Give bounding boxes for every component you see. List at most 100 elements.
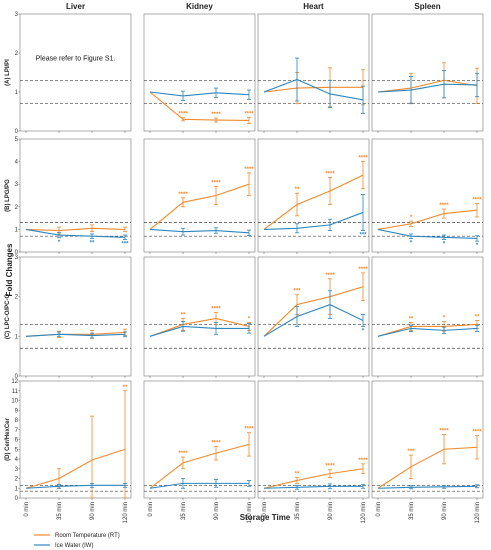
panel-frame — [19, 256, 132, 377]
rt-significance-label: **** — [178, 112, 188, 118]
iw-significance-label: *** — [359, 233, 367, 239]
x-tick-label: 0 min — [376, 502, 382, 517]
panel-r1-c1: **** **** **** — [143, 138, 256, 254]
iw-significance-label: * — [362, 328, 365, 334]
x-tick-label: 0 min — [24, 502, 30, 517]
row-label-1: (B) LPG/PG — [5, 179, 11, 212]
rt-significance-label: **** — [211, 180, 221, 186]
panel-r0-c2 — [257, 13, 370, 133]
panel-frame — [371, 380, 484, 499]
iw-series-line — [149, 482, 249, 489]
y-tick-label: 1 — [15, 90, 19, 96]
panel-note: Please refer to Figure S1. — [36, 56, 116, 63]
rt-significance-label: *** — [407, 449, 415, 455]
panel-r2-c3: ** * ** — [371, 256, 484, 378]
iw-series-line — [263, 78, 364, 101]
y-tick-label: 7 — [15, 428, 19, 434]
rt-significance-label: **** — [178, 451, 188, 457]
panel-frame — [257, 256, 370, 377]
y-tick-label: 1 — [15, 486, 19, 492]
x-tick-label: 90 min — [214, 502, 220, 520]
iw-series-line — [149, 228, 250, 234]
panel-frame — [257, 380, 370, 499]
y-tick-label: 5 — [15, 447, 19, 453]
x-axis-title: Storage Time — [240, 513, 291, 522]
rt-significance-label: **** — [439, 429, 449, 435]
panel-r1-c0: * ** *** — [19, 138, 132, 254]
x-tick-label: 35 min — [181, 502, 187, 520]
rt-significance-label: **** — [244, 167, 254, 173]
panel-frame — [143, 138, 256, 253]
x-tick-label: 0 min — [148, 502, 154, 517]
rt-series-line — [149, 317, 250, 337]
panel-r0-c3 — [371, 13, 484, 133]
rt-significance-label: ** — [123, 385, 128, 391]
iw-series-line — [377, 83, 478, 93]
panel-frame — [257, 13, 370, 132]
iw-series-line — [149, 91, 250, 97]
rt-significance-label: * — [248, 316, 251, 322]
panel-r3-c2: 0 min 35 min 90 min 120 min********** — [257, 380, 370, 523]
rt-series-line — [149, 443, 250, 489]
legend: Room Temperature (RT) Ice Water (IW) — [34, 533, 120, 549]
y-tick-label: 2 — [15, 295, 19, 301]
y-tick-label: 8 — [15, 418, 19, 424]
panel-grid: Liver Kidney Heart Spleen(A) LPI/PI0123Plea… — [5, 2, 484, 523]
rt-significance-label: **** — [358, 267, 368, 273]
panel-frame — [143, 380, 256, 499]
rt-series-line — [263, 468, 364, 489]
rt-series-line — [149, 91, 250, 122]
y-tick-label: 12 — [11, 379, 18, 385]
iw-significance-label: ** — [90, 240, 95, 246]
rt-series-line — [377, 79, 478, 93]
x-tick-label: 35 min — [295, 502, 301, 520]
y-tick-label: 1 — [15, 334, 19, 340]
x-tick-label: 90 min — [90, 502, 96, 520]
y-tick-label: 11 — [12, 389, 19, 395]
iw-series-line — [377, 228, 478, 239]
panel-r3-c3: 0 min 35 min 90 min 120 min******* **** — [371, 380, 484, 523]
rt-series-line — [377, 446, 478, 489]
iw-significance-label: * — [58, 240, 61, 246]
panel-frame — [371, 13, 484, 132]
y-tick-label: 1 — [15, 227, 19, 233]
y-tick-label: 2 — [15, 477, 19, 483]
rt-significance-label: **** — [325, 171, 335, 177]
rt-significance-label: **** — [244, 427, 254, 433]
row-label-2: (C) LPC-O/PC-O — [5, 294, 11, 340]
y-tick-label: 0 — [15, 496, 19, 502]
panel-frame — [143, 13, 256, 132]
iw-series-line — [149, 325, 249, 337]
y-tick-label: 4 — [15, 160, 19, 166]
column-title-spleen: Spleen — [414, 2, 440, 11]
x-tick-label: 35 min — [57, 502, 63, 520]
x-tick-label: 0 min — [262, 502, 268, 517]
rt-significance-label: **** — [472, 197, 482, 203]
rt-significance-label: ** — [181, 312, 186, 318]
y-tick-label: 0 — [15, 250, 19, 256]
x-tick-label: 120 min — [123, 502, 129, 523]
panel-r2-c2: ************ — [257, 256, 370, 378]
y-tick-label: 5 — [15, 137, 19, 143]
rt-series-line — [25, 227, 126, 232]
iw-series-line — [263, 485, 363, 489]
y-tick-label: 3 — [15, 12, 19, 18]
legend-iw-label: Ice Water (IW) — [55, 543, 93, 549]
rt-significance-label: * — [410, 215, 413, 221]
rt-significance-label: **** — [211, 440, 221, 446]
x-tick-label: 90 min — [442, 502, 448, 520]
rt-significance-label: **** — [358, 156, 368, 162]
iw-series-line — [25, 333, 126, 337]
rt-significance-label: ** — [295, 472, 300, 478]
column-title-kidney: Kidney — [186, 2, 213, 11]
column-title-heart: Heart — [303, 2, 324, 11]
iw-significance-label: *** — [121, 242, 129, 248]
y-tick-label: 2 — [15, 205, 19, 211]
x-tick-label: 120 min — [361, 502, 367, 523]
panel-r1-c3: ********** * * — [371, 138, 484, 254]
iw-significance-label: * — [443, 242, 446, 248]
panel-r2-c0 — [19, 256, 132, 378]
panel-frame — [371, 256, 484, 377]
y-tick-label: 2 — [15, 51, 19, 57]
rt-significance-label: **** — [178, 192, 188, 198]
